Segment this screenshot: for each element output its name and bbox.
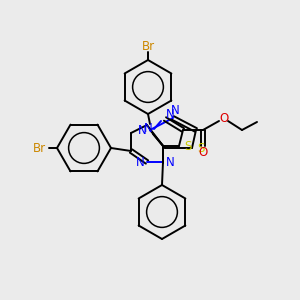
Text: Br: Br xyxy=(32,142,46,154)
Text: O: O xyxy=(219,112,229,124)
Text: N: N xyxy=(166,107,174,121)
Text: O: O xyxy=(198,146,208,160)
Text: N: N xyxy=(171,104,179,118)
Text: N: N xyxy=(144,122,152,136)
Text: N: N xyxy=(136,155,144,169)
Text: Br: Br xyxy=(141,40,154,53)
Text: S: S xyxy=(197,142,205,154)
Text: S: S xyxy=(184,140,192,152)
Text: N: N xyxy=(138,124,146,136)
Text: N: N xyxy=(166,155,174,169)
